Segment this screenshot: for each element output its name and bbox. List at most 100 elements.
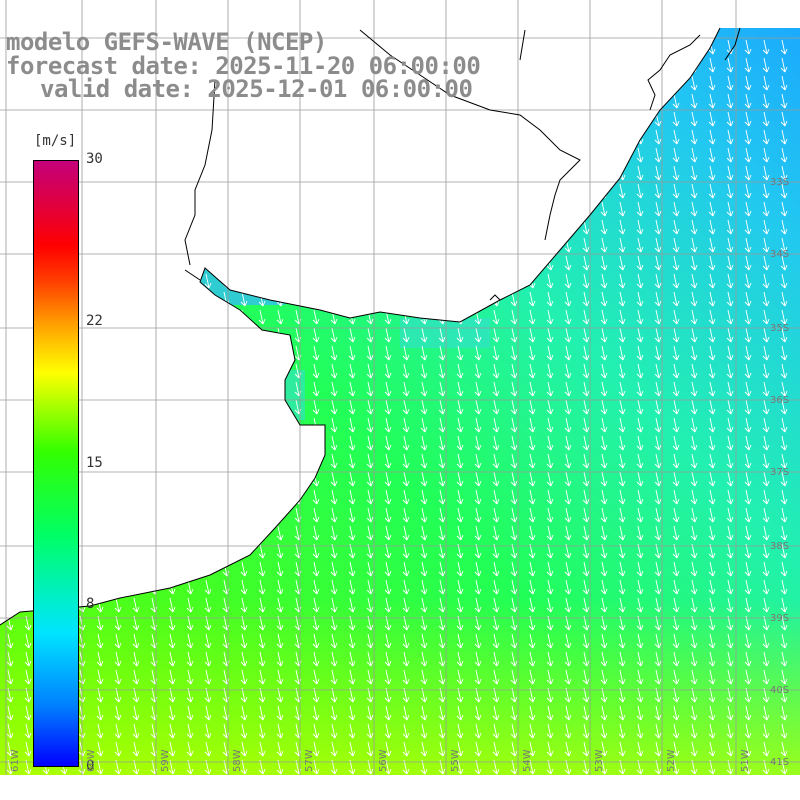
wind-arrow — [762, 57, 770, 73]
wind-arrow — [240, 597, 248, 613]
latitude-label: 33S — [770, 177, 790, 188]
wind-arrow — [546, 327, 554, 343]
wind-arrow — [204, 273, 212, 289]
wind-arrow — [114, 633, 122, 649]
wind-arrow — [240, 741, 248, 757]
wind-arrow — [600, 705, 608, 721]
wind-arrow — [654, 165, 662, 181]
wind-arrow — [762, 129, 770, 145]
wind-arrow — [762, 237, 770, 253]
wind-arrow — [582, 237, 590, 253]
wind-arrow — [564, 309, 572, 325]
wind-arrow — [456, 705, 464, 721]
wind-arrow — [582, 399, 590, 415]
wind-arrow — [330, 327, 338, 343]
wind-arrow — [348, 651, 356, 667]
wind-arrow — [546, 561, 554, 577]
wind-arrow — [618, 597, 626, 613]
wind-arrow — [456, 363, 464, 379]
wind-arrow — [690, 165, 698, 181]
wind-arrow — [762, 561, 770, 577]
wind-arrow — [456, 741, 464, 757]
wind-arrow — [744, 255, 752, 271]
wind-arrow — [420, 363, 428, 379]
wind-arrow — [240, 669, 248, 685]
wind-arrow — [492, 489, 500, 505]
wind-arrow — [348, 525, 356, 541]
wind-arrow — [258, 669, 266, 685]
wind-arrow — [510, 525, 518, 541]
wind-arrow — [564, 579, 572, 595]
wind-arrow — [546, 669, 554, 685]
wind-arrow — [690, 489, 698, 505]
wind-arrow — [528, 597, 536, 613]
wind-arrow — [528, 399, 536, 415]
wind-arrow — [744, 345, 752, 361]
wind-arrow — [384, 489, 392, 505]
wind-arrow — [384, 345, 392, 361]
wind-arrow — [654, 201, 662, 217]
wind-arrow — [690, 111, 698, 127]
wind-arrow — [312, 345, 320, 361]
wind-arrow — [636, 471, 644, 487]
wind-arrow — [312, 363, 320, 379]
wind-arrow — [492, 453, 500, 469]
latitude-label: 36S — [770, 395, 790, 406]
wind-arrow — [708, 579, 716, 595]
wind-arrow — [330, 399, 338, 415]
wind-arrow — [546, 471, 554, 487]
wind-arrow — [258, 651, 266, 667]
colorbar-tick-label: 30 — [86, 151, 103, 167]
wind-arrow — [726, 255, 734, 271]
wind-arrow — [330, 597, 338, 613]
wind-arrow — [690, 705, 698, 721]
wind-arrow — [672, 633, 680, 649]
wind-arrow — [366, 453, 374, 469]
wind-arrow — [726, 237, 734, 253]
wind-arrow — [672, 399, 680, 415]
wind-arrow — [546, 633, 554, 649]
wind-arrow — [582, 507, 590, 523]
wind-arrow — [708, 183, 716, 199]
wind-arrow — [780, 201, 788, 217]
wind-arrow — [762, 417, 770, 433]
wind-arrow — [546, 597, 554, 613]
wind-arrow — [510, 291, 518, 307]
wind-arrow — [780, 597, 788, 613]
wind-arrow — [186, 597, 194, 613]
wind-arrow — [654, 507, 662, 523]
wind-arrow — [330, 417, 338, 433]
wind-arrow — [600, 525, 608, 541]
wind-arrow — [690, 579, 698, 595]
wind-arrow — [636, 579, 644, 595]
wind-arrow — [312, 579, 320, 595]
wind-arrow — [402, 651, 410, 667]
wind-arrow — [510, 597, 518, 613]
wind-arrow — [654, 723, 662, 739]
wind-arrow — [636, 399, 644, 415]
wind-arrow — [366, 525, 374, 541]
wind-arrow — [546, 651, 554, 667]
wind-arrow — [600, 219, 608, 235]
wind-arrow — [492, 579, 500, 595]
wind-arrow — [204, 579, 212, 595]
wind-arrow — [672, 579, 680, 595]
wind-arrow — [636, 255, 644, 271]
wind-arrow — [618, 291, 626, 307]
wind-arrow — [348, 705, 356, 721]
wind-arrow — [708, 489, 716, 505]
wind-arrow — [780, 93, 788, 109]
wind-arrow — [312, 741, 320, 757]
wind-arrow — [384, 507, 392, 523]
wind-arrow — [726, 273, 734, 289]
wind-arrow — [672, 561, 680, 577]
wind-arrow — [618, 453, 626, 469]
wind-arrow — [654, 147, 662, 163]
wind-arrow — [510, 471, 518, 487]
wind-arrow — [492, 669, 500, 685]
wind-arrow — [330, 723, 338, 739]
wind-arrow — [330, 363, 338, 379]
wind-arrow — [348, 633, 356, 649]
wind-arrow — [384, 471, 392, 487]
wind-arrow — [510, 399, 518, 415]
